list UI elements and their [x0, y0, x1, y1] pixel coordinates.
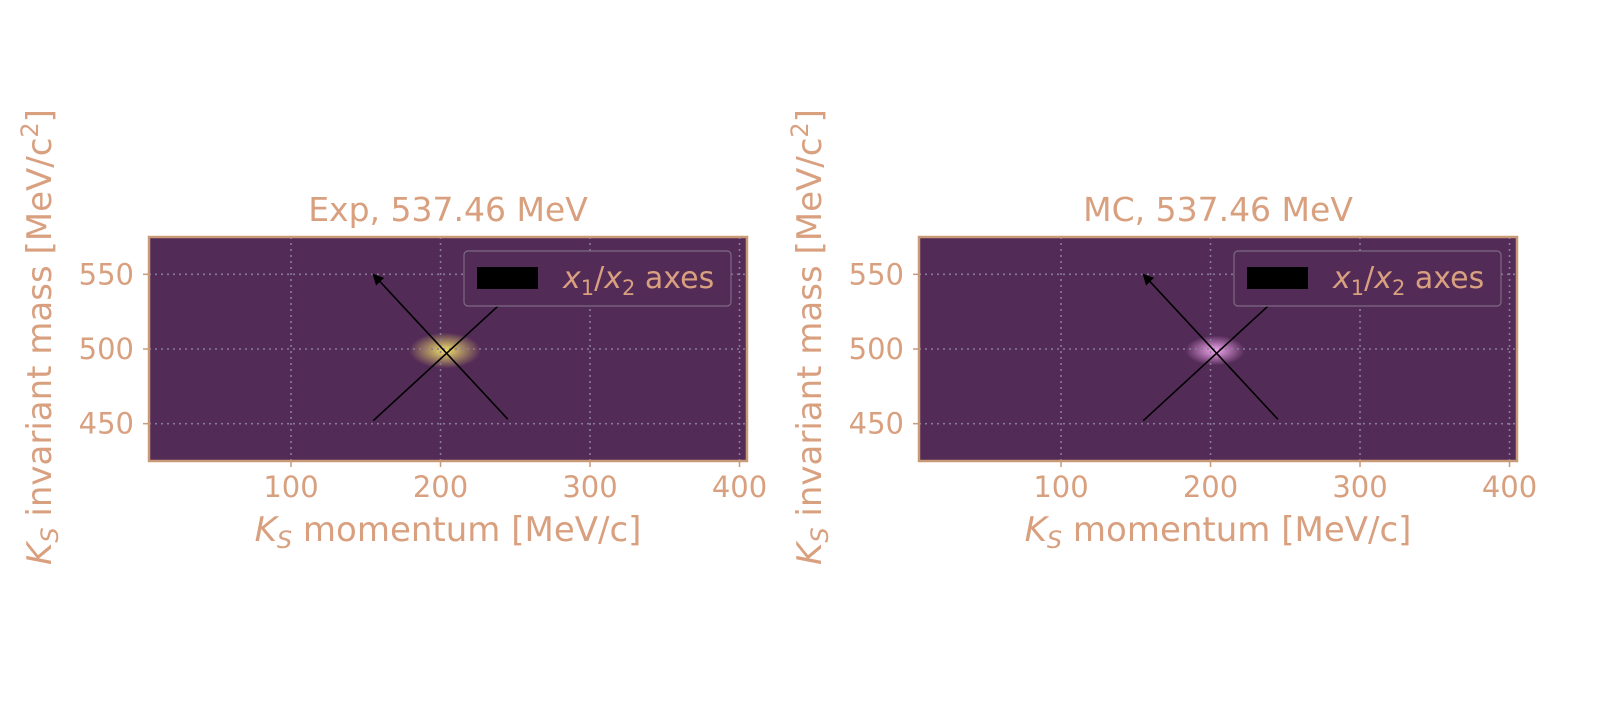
mc-chart-title: MC, 537.46 MeV	[1083, 190, 1353, 229]
mc-legend-box	[1233, 250, 1502, 307]
mc-y-tick-label: 550	[849, 257, 904, 291]
mc-x-tick-label: 300	[1332, 470, 1387, 504]
exp-x-tick-label: 300	[562, 470, 617, 504]
mc-x-axis-label: KS momentum [MeV/c]	[1025, 510, 1412, 554]
mc-y-tick-label: 500	[849, 332, 904, 366]
exp-y-axis-label: KS invariant mass [MeV/c2]	[16, 109, 64, 565]
exp-legend-swatch	[477, 267, 538, 289]
mc-x-tick-label: 200	[1183, 470, 1238, 504]
exp-y-tick-label: 550	[79, 257, 134, 291]
mc-y-tick-label: 450	[849, 407, 904, 441]
mc-y-axis-label: KS invariant mass [MeV/c2]	[786, 109, 834, 565]
exp-legend: x1/x2 axes	[463, 250, 732, 307]
mc-legend-label: x1/x2 axes	[1332, 261, 1484, 300]
exp-chart-title: Exp, 537.46 MeV	[308, 190, 588, 229]
exp-legend-label: x1/x2 axes	[562, 261, 714, 300]
mc-legend: x1/x2 axes	[1233, 250, 1502, 307]
mc-x2-axis-arrow	[1142, 273, 1279, 420]
mc-legend-swatch	[1247, 267, 1308, 289]
exp-x-axis-label: KS momentum [MeV/c]	[255, 510, 642, 554]
exp-x2-axis-arrow	[372, 273, 509, 420]
exp-x-tick-label: 200	[413, 470, 468, 504]
exp-legend-box	[463, 250, 732, 307]
exp-y-tick-label: 450	[79, 407, 134, 441]
exp-x-tick-label: 400	[712, 470, 767, 504]
mc-x-tick-label: 100	[1033, 470, 1088, 504]
exp-x-tick-label: 100	[263, 470, 318, 504]
exp-heatmap-panel: 100 200 300 400 450 500 550 Exp, 537.46 MeV KS m…	[16, 109, 767, 565]
exp-y-tick-label: 500	[79, 332, 134, 366]
mc-heatmap-panel: 100 200 300 400 450 500 550 MC, 537.46 MeV KS mo…	[786, 109, 1537, 565]
mc-x-tick-label: 400	[1482, 470, 1537, 504]
